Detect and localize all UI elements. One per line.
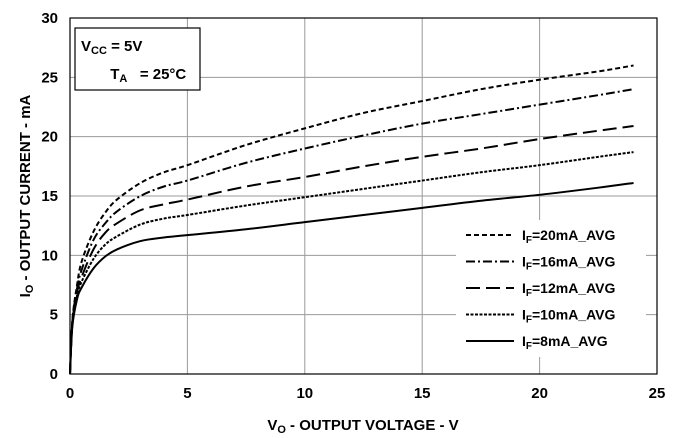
x-tick-label: 20	[531, 385, 548, 402]
y-tick-label: 10	[41, 247, 58, 264]
legend-label: IF=8mA_AVG	[522, 333, 608, 352]
legend-label: IF=20mA_AVG	[522, 227, 616, 246]
x-tick-label: 0	[66, 385, 74, 402]
legend-label: IF=10mA_AVG	[522, 307, 616, 326]
y-tick-label: 0	[50, 366, 58, 383]
x-tick-label: 5	[183, 385, 191, 402]
legend-label: IF=16mA_AVG	[522, 254, 616, 273]
y-tick-label: 5	[50, 307, 58, 324]
y-tick-label: 15	[41, 188, 58, 205]
x-tick-label: 10	[296, 385, 313, 402]
series-line-4	[69, 151, 634, 375]
y-tick-labels: 0 5 10 15 20 25 30	[41, 10, 58, 383]
y-tick-label: 20	[41, 129, 58, 146]
series-line-3	[69, 124, 634, 375]
vcc-condition: VCC = 5V	[81, 38, 142, 57]
legend-label: IF=12mA_AVG	[522, 280, 616, 299]
plot-frame	[69, 17, 658, 375]
grid	[70, 18, 657, 374]
x-tick-labels: 0 5 10 15 20 25	[66, 385, 666, 402]
series-line-2	[69, 88, 634, 375]
y-tick-label: 25	[41, 69, 58, 86]
conditions-box: VCC = 5V TA = 25°C	[74, 27, 207, 91]
x-tick-label: 25	[649, 385, 666, 402]
y-tick-label: 30	[41, 10, 58, 27]
ta-condition: TA = 25°C	[81, 66, 207, 85]
x-tick-label: 15	[414, 385, 431, 402]
curves	[69, 64, 634, 375]
series-line-1	[69, 64, 634, 375]
x-axis-title: VO - OUTPUT VOLTAGE - V	[267, 417, 458, 436]
series-line-5	[69, 181, 634, 375]
y-axis-title: IO - OUTPUT CURRENT - mA	[17, 94, 36, 297]
legend: IF=20mA_AVG IF=16mA_AVG IF=12mA_AVG IF=10mA…	[456, 220, 646, 357]
